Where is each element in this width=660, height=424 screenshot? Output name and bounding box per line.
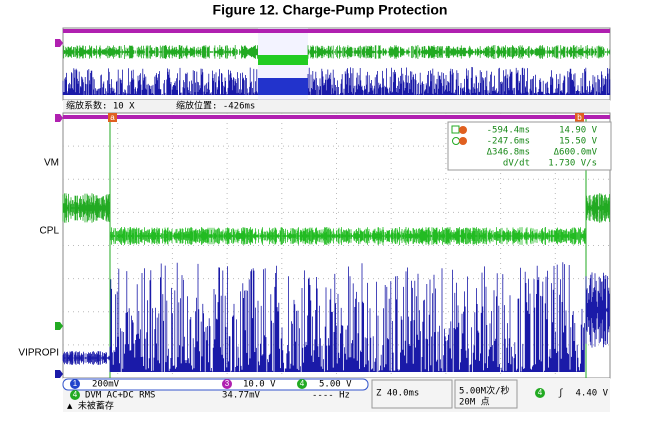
- channel-label: VM: [44, 158, 59, 169]
- channel-label: CPL: [40, 226, 60, 237]
- readout-value: 14.90 V: [559, 126, 598, 136]
- status-text: ▲ 未被蓄存: [67, 400, 114, 412]
- channel-badge: [70, 379, 80, 389]
- status-text: 200mV: [92, 380, 120, 390]
- readout-value: -247.6ms: [487, 137, 530, 147]
- status-text: Z 40.0ms: [376, 389, 419, 399]
- status-texts: 1 200mV 3 10.0 V 4 5.00 V 4 DVM AC+DC RMS 34.77m…: [67, 379, 609, 412]
- channel-badge: [297, 379, 307, 389]
- readout-value: -594.4ms: [487, 126, 530, 136]
- readout-value: dV/dt: [503, 159, 530, 169]
- status-text: 4.40 V: [575, 389, 608, 399]
- channel-badge: [222, 379, 232, 389]
- channel-badge: [535, 388, 545, 398]
- channel-number: 4: [300, 379, 305, 388]
- waveform-trace: [63, 115, 610, 119]
- status-text: 5.00 V: [319, 380, 352, 390]
- waveform-trace: [258, 78, 308, 95]
- icon: [459, 126, 467, 134]
- waveform-trace: [62, 351, 110, 365]
- status-text: 5.00M次/秒: [459, 385, 510, 397]
- waveform-trace: [258, 55, 308, 65]
- waveform-trace: [62, 67, 259, 95]
- cursor-label: b: [577, 113, 582, 122]
- channel-number: 4: [73, 390, 78, 399]
- channel-number: 4: [538, 388, 543, 397]
- waveform-trace: [109, 262, 585, 372]
- cursor-label: a: [110, 113, 115, 122]
- channel-badge: [70, 390, 80, 400]
- status-text: ʃ: [558, 389, 563, 399]
- waveforms: [55, 29, 611, 378]
- waveform-trace: [585, 272, 610, 348]
- waveform-trace: [62, 193, 110, 223]
- waveform-trace: [307, 45, 611, 59]
- readout-value: 15.50 V: [559, 137, 598, 147]
- channel-strip: [62, 378, 369, 391]
- status-text: 10.0 V: [243, 380, 276, 390]
- ground-marker: [55, 114, 63, 122]
- status-text: DVM AC+DC RMS: [85, 391, 155, 401]
- zoom-position: 缩放位置: -426ms: [176, 100, 255, 112]
- icon: [459, 137, 467, 145]
- channel-label: VIPROPI: [18, 348, 59, 359]
- channel-number: 3: [225, 379, 230, 388]
- ground-marker: [55, 39, 63, 47]
- readout-value: 1.730 V/s: [548, 159, 597, 169]
- cursor-readout: [447, 121, 612, 171]
- zoom-factor: 缩放系数: 10 X: [66, 100, 135, 112]
- cursor-marker: [575, 113, 584, 122]
- icon: [451, 125, 460, 134]
- zoom-bar: [63, 100, 610, 113]
- waveform-trace: [63, 45, 258, 59]
- status-text: 20M 点: [459, 397, 490, 408]
- status-box: [454, 379, 518, 409]
- status-text: 34.77mV: [222, 391, 261, 401]
- readout-value: Δ346.8ms: [487, 148, 530, 158]
- readout-rows: -594.4ms 14.90 V -247.6ms 15.50 V Δ346.8ms Δ6…: [487, 126, 598, 169]
- channel-number: 1: [73, 379, 78, 388]
- ground-marker: [55, 370, 63, 378]
- ground-marker: [55, 322, 63, 330]
- status-text: ---- Hz: [312, 391, 350, 401]
- cursor-marker: [108, 113, 117, 122]
- status-box: [371, 379, 453, 409]
- readout-value: Δ600.0mV: [554, 148, 598, 158]
- figure-title: Figure 12. Charge-Pump Protection: [213, 2, 448, 18]
- waveform-trace: [63, 29, 610, 33]
